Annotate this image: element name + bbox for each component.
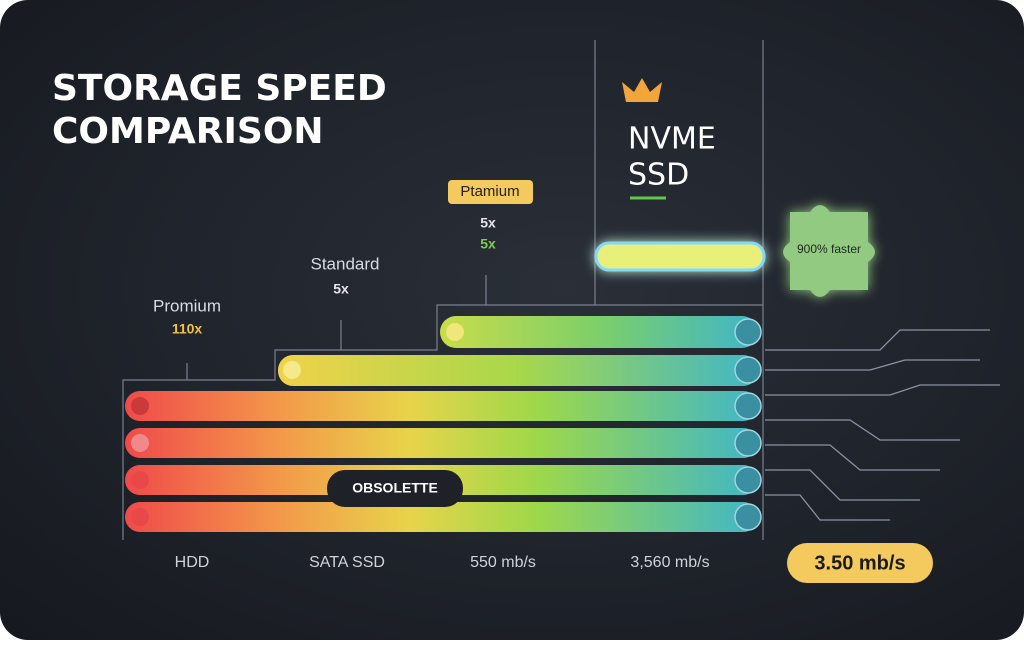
tier-label: Ptamium: [460, 183, 519, 200]
tier-label: Standard: [311, 254, 380, 273]
bar-cap: [131, 508, 149, 526]
highlight-pill: [787, 543, 933, 583]
nvme-label: NVME: [628, 122, 716, 157]
axis-label: 550 mb/s: [470, 554, 536, 571]
bar: [125, 502, 758, 532]
obsolete-text: OBSOLETTE: [352, 480, 438, 496]
bar: [440, 316, 758, 348]
bar-cap: [131, 471, 149, 489]
axis-label: 3,560 mb/s: [630, 554, 709, 571]
tier-multiplier: 5x: [480, 215, 496, 231]
title-line: STORAGE SPEED: [52, 68, 387, 109]
crown-icon: [622, 78, 662, 102]
tier-chip: [448, 180, 533, 204]
bar-cap: [131, 397, 149, 415]
nvme-bar: [594, 241, 766, 272]
obsolete-tag: [327, 470, 463, 507]
bar-group: [125, 391, 758, 532]
badge: [783, 205, 875, 297]
bar-ends: [734, 318, 762, 531]
axis-label: SATA SSD: [309, 554, 385, 571]
tier-multiplier: 110x: [172, 321, 203, 337]
axis-label: HDD: [175, 554, 210, 571]
bar-cap: [446, 323, 464, 341]
tier-multiplier: 5x: [480, 236, 496, 252]
highlight-text: 3.50 mb/s: [814, 552, 905, 574]
bar: [125, 428, 758, 458]
title-line: COMPARISON: [52, 111, 324, 152]
step-outline: [122, 40, 764, 540]
bar: [278, 355, 758, 386]
tier-multiplier: 5x: [333, 281, 349, 297]
badge-text: 900% faster: [797, 242, 861, 256]
tier-label: Promium: [153, 296, 221, 315]
nvme-label: SSD: [628, 158, 689, 193]
circuit-traces: [765, 329, 1000, 521]
bar: [125, 391, 758, 421]
bar-cap: [131, 434, 149, 452]
bar-cap: [283, 361, 301, 379]
